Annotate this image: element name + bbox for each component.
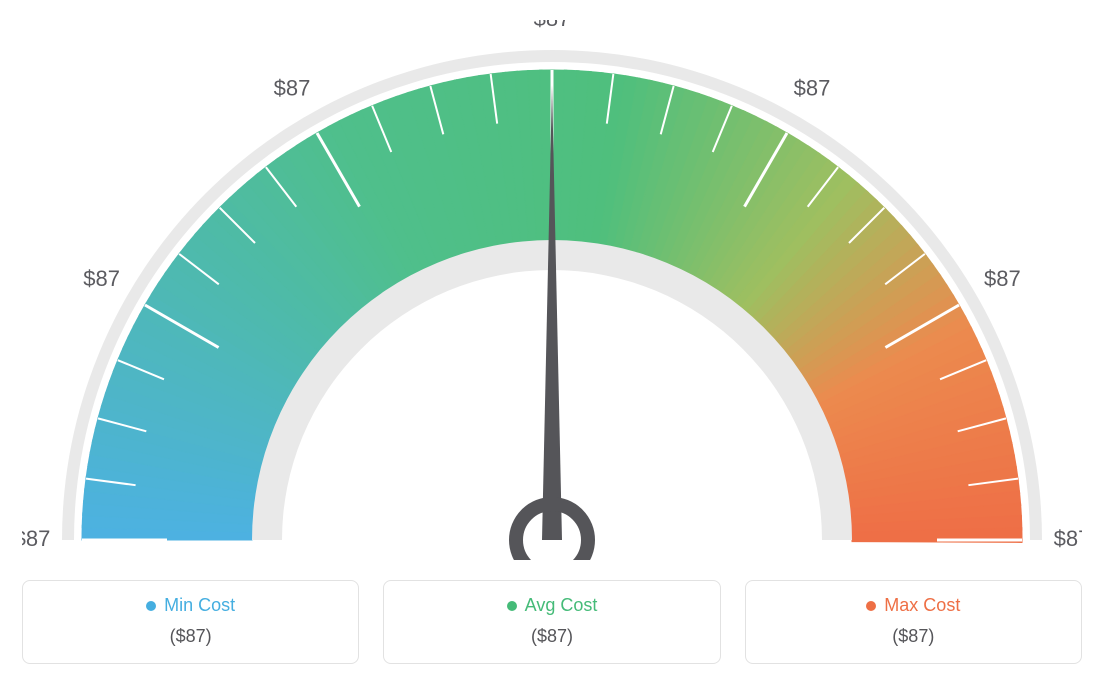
legend-dot-min	[146, 601, 156, 611]
legend-title-min: Min Cost	[146, 595, 235, 616]
cost-gauge-chart: $87 $87 $87 $87 $87 $87 $87	[22, 20, 1082, 560]
legend-dot-avg	[507, 601, 517, 611]
svg-text:$87: $87	[534, 20, 571, 31]
legend-title-avg: Avg Cost	[507, 595, 598, 616]
svg-text:$87: $87	[984, 266, 1021, 291]
legend-value-min: ($87)	[33, 626, 348, 647]
svg-text:$87: $87	[1054, 526, 1082, 551]
svg-text:$87: $87	[274, 75, 311, 100]
legend-value-avg: ($87)	[394, 626, 709, 647]
legend-label-max: Max Cost	[884, 595, 960, 616]
gauge-svg: $87 $87 $87 $87 $87 $87 $87	[22, 20, 1082, 560]
legend-value-max: ($87)	[756, 626, 1071, 647]
legend-card-min: Min Cost ($87)	[22, 580, 359, 664]
svg-text:$87: $87	[794, 75, 831, 100]
legend-card-avg: Avg Cost ($87)	[383, 580, 720, 664]
legend-label-min: Min Cost	[164, 595, 235, 616]
svg-text:$87: $87	[83, 266, 120, 291]
legend-card-max: Max Cost ($87)	[745, 580, 1082, 664]
legend-title-max: Max Cost	[866, 595, 960, 616]
legend-label-avg: Avg Cost	[525, 595, 598, 616]
legend-dot-max	[866, 601, 876, 611]
svg-text:$87: $87	[22, 526, 50, 551]
legend-row: Min Cost ($87) Avg Cost ($87) Max Cost (…	[22, 580, 1082, 664]
